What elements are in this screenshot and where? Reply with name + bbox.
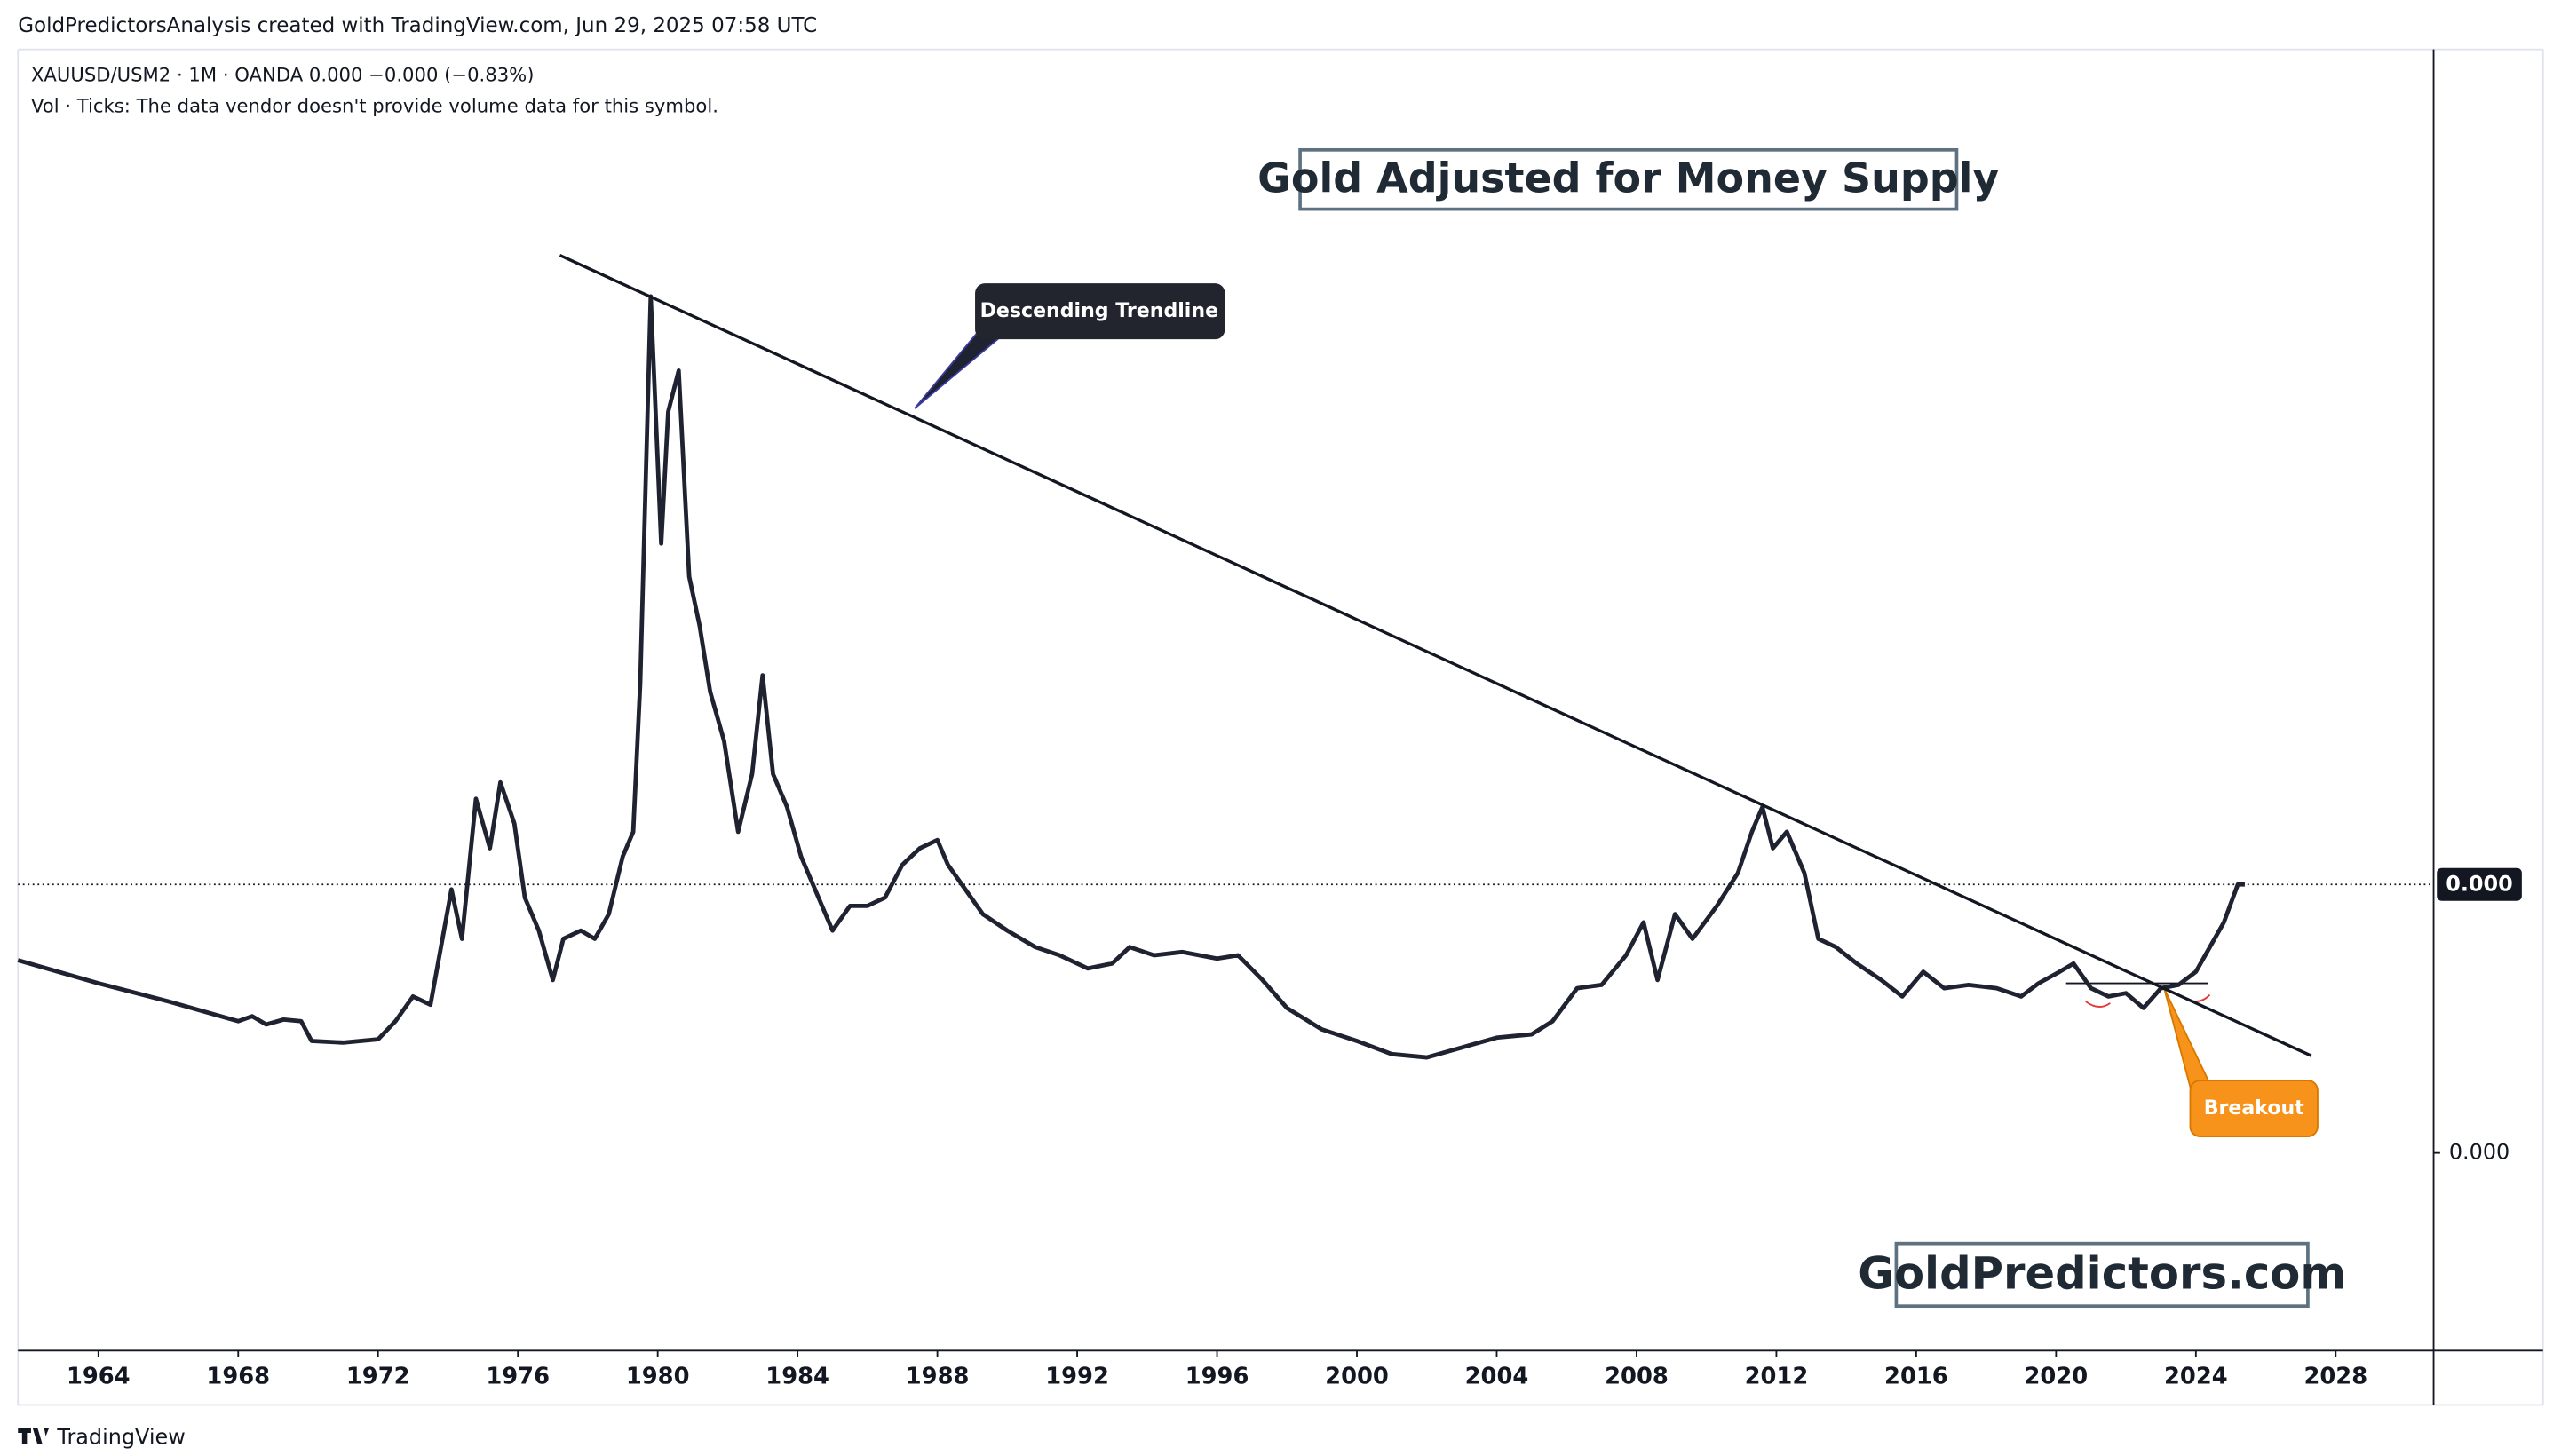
x-tick-label: 1980 [626,1363,690,1389]
price-line [17,294,2245,1060]
title-box [1298,147,1959,211]
breakout-box [2189,1080,2319,1138]
x-tick-label: 2008 [1605,1363,1669,1389]
x-tick-label: 2012 [1745,1363,1809,1389]
x-tick-label: 1996 [1185,1363,1249,1389]
x-tick-label: 2024 [2164,1363,2228,1389]
y-tick-label: 0.000 [2446,871,2513,896]
y-tick-label: 0.000 [2449,1140,2509,1165]
tv-brand: TradingView [56,1425,185,1450]
breakout-text: Breakout [2204,1096,2304,1120]
x-tick-label: 1964 [67,1363,131,1389]
x-tick-label: 2016 [1884,1363,1948,1389]
credit: GoldPredictorsAnalysis created with Trad… [18,14,817,37]
x-tick-label: 1976 [486,1363,550,1389]
volume-note: Vol · Ticks: The data vendor doesn't pro… [31,96,718,118]
callout-box [975,283,1225,340]
x-tick-label: 1972 [346,1363,410,1389]
chart-title: Gold Adjusted for Money Supply [1257,154,1999,202]
callout-text: Descending Trendline [980,299,1218,322]
x-tick-label: 2000 [1325,1363,1389,1389]
x-tick-label: 2028 [2303,1363,2367,1389]
x-tick-label: 1968 [206,1363,270,1389]
x-tick-label: 1988 [906,1363,970,1389]
last-price-box [2437,867,2522,901]
x-tick-label: 2004 [1465,1363,1529,1389]
x-tick-label: 1992 [1045,1363,1109,1389]
tv-logo: TradingView [18,1425,186,1450]
x-tick-label: 2020 [2025,1363,2089,1389]
watermark: GoldPredictors.com [1858,1247,2346,1299]
trendline [559,254,2312,1057]
watermark-box [1894,1241,2310,1309]
x-tick-label: 1984 [765,1363,829,1389]
arc [2085,1001,2111,1008]
symbol-line: XAUUSD/USM2 · 1M · OANDA 0.000 −0.000 (−… [31,64,535,86]
